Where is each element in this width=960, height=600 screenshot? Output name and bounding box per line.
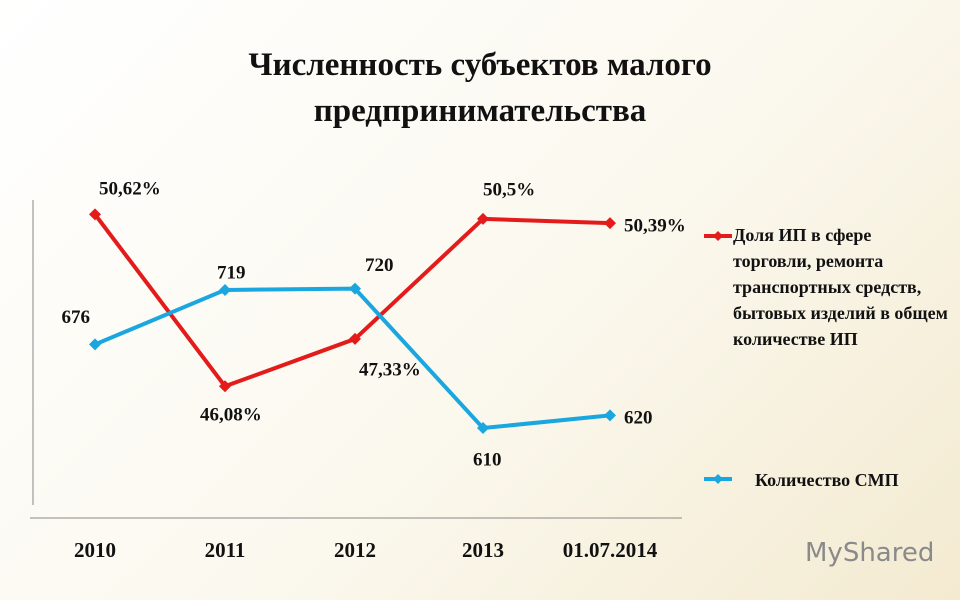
marker [349, 282, 361, 295]
marker [219, 380, 231, 393]
data-label: 50,39% [624, 215, 686, 236]
legend-swatch [713, 231, 723, 241]
chart-title: Численность субъектов малого предпринима… [248, 47, 712, 129]
marker [219, 283, 231, 296]
marker [604, 409, 616, 422]
marker [89, 338, 101, 351]
legend-swatch [713, 474, 723, 484]
marker [477, 422, 489, 435]
marker [349, 332, 361, 345]
data-label: 47,33% [359, 359, 421, 380]
x-tick-label: 2011 [205, 538, 246, 562]
data-label: 719 [217, 262, 246, 283]
data-label: 610 [473, 449, 502, 470]
x-tick-label: 2013 [462, 538, 504, 562]
line [94, 286, 611, 431]
legend-label: Доля ИП в сфере торговли, ремонта трансп… [733, 225, 948, 349]
x-tick-label: 2012 [334, 538, 376, 562]
line [93, 213, 611, 389]
x-tick-label: 01.07.2014 [563, 538, 658, 562]
marker [477, 212, 489, 225]
watermark: MyShared [805, 538, 935, 568]
data-label: 50,62% [99, 179, 161, 200]
legend-label: Количество СМП [755, 470, 899, 490]
x-tick-label: 2010 [74, 538, 116, 562]
data-label: 720 [365, 255, 394, 276]
marker [89, 208, 101, 221]
data-label: 50,5% [483, 179, 535, 200]
marker [604, 217, 616, 230]
data-label: 620 [624, 408, 653, 429]
data-label: 676 [62, 307, 91, 328]
data-label: 46,08% [200, 405, 262, 426]
